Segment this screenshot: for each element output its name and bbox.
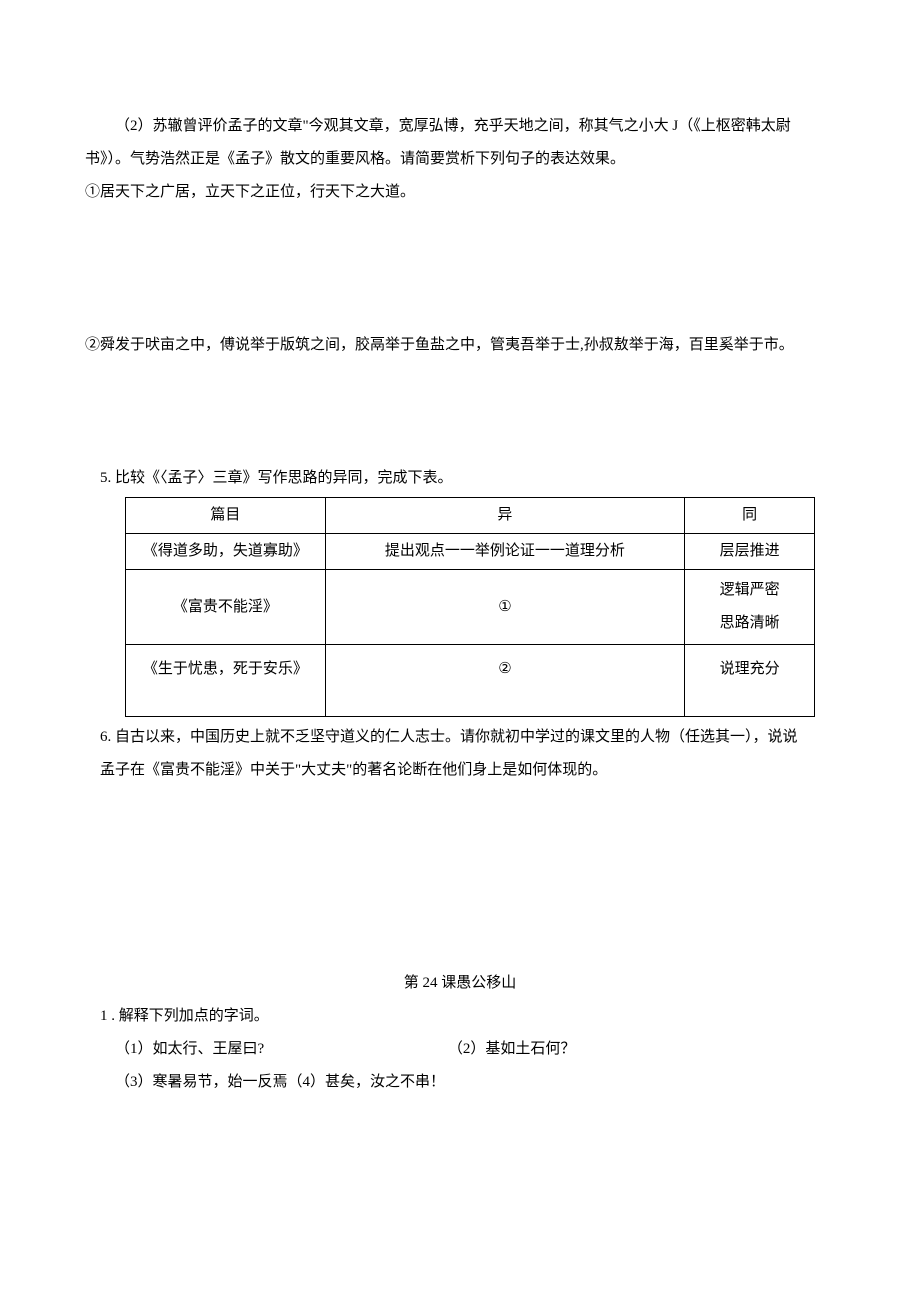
table-row: 《富贵不能淫》 ① 逻辑严密 思路清晰 — [126, 570, 815, 645]
answer-space-2 — [85, 362, 835, 462]
s24-q1-row2: （3）寒暑易节，始一反焉（4）甚矣，汝之不串！ — [115, 1066, 835, 1099]
s24-q1-i2: （2）基如土石何？ — [448, 1033, 576, 1066]
s24-q1-i3-i4: （3）寒暑易节，始一反焉（4）甚矣，汝之不串！ — [115, 1074, 445, 1090]
table-row: 《得道多助，失道寡助》 提出观点一一举例论证一一道理分析 层层推进 — [126, 534, 815, 570]
q2-intro-line2: 书》）。气势浩然正是《孟子》散文的重要风格。请简要赏析下列句子的表达效果。 — [85, 143, 835, 176]
table-row: 《生于忧患，死于安乐》 ② 说理充分 — [126, 645, 815, 717]
cell-r1c1: 《得道多助，失道寡助》 — [126, 534, 326, 570]
th-title: 篇目 — [126, 498, 326, 534]
cell-r3c3: 说理充分 — [685, 645, 815, 717]
q2-intro-line1: （2）苏辙曾评价孟子的文章"今观其文章，宽厚弘博，充乎天地之间，称其气之小大 J… — [85, 110, 835, 143]
cell-r3c2: ② — [325, 645, 684, 717]
answer-space-3 — [85, 787, 835, 967]
s24-q1-i1: （1）如太行、王屋曰? — [115, 1033, 264, 1066]
comparison-table: 篇目 异 同 《得道多助，失道寡助》 提出观点一一举例论证一一道理分析 层层推进… — [125, 497, 815, 717]
cell-r3c1: 《生于忧患，死于安乐》 — [126, 645, 326, 717]
table-header-row: 篇目 异 同 — [126, 498, 815, 534]
cell-r2c3-l1: 逻辑严密 — [720, 582, 780, 598]
cell-r1c3: 层层推进 — [685, 534, 815, 570]
th-same: 同 — [685, 498, 815, 534]
cell-r2c2: ① — [325, 570, 684, 645]
q2-item2: ②舜发于吠亩之中，傅说举于版筑之间，胶鬲举于鱼盐之中，管夷吾举于士,孙叔敖举于海… — [85, 329, 835, 362]
cell-r2c1: 《富贵不能淫》 — [126, 570, 326, 645]
cell-r2c3-l2: 思路清晰 — [720, 615, 780, 631]
q6-line1: 6. 自古以来，中国历史上就不乏坚守道义的仁人志士。请你就初中学过的课文里的人物… — [100, 721, 835, 754]
q5-prompt: 5. 比较《〈孟子〉三章》写作思路的异同，完成下表。 — [100, 462, 835, 495]
answer-space-1 — [85, 209, 835, 329]
q6-line2: 孟子在《富贵不能淫》中关于"大丈夫"的著名论断在他们身上是如何体现的。 — [100, 754, 835, 787]
s24-q1-prompt: 1 . 解释下列加点的字词。 — [100, 1000, 835, 1033]
cell-r2c3: 逻辑严密 思路清晰 — [685, 570, 815, 645]
q2-item1: ①居天下之广居，立天下之正位，行天下之大道。 — [85, 176, 835, 209]
section-24-title: 第 24 课愚公移山 — [85, 967, 835, 1000]
cell-r1c2: 提出观点一一举例论证一一道理分析 — [325, 534, 684, 570]
th-diff: 异 — [325, 498, 684, 534]
s24-q1-row1: （1）如太行、王屋曰? （2）基如土石何？ — [115, 1033, 835, 1066]
